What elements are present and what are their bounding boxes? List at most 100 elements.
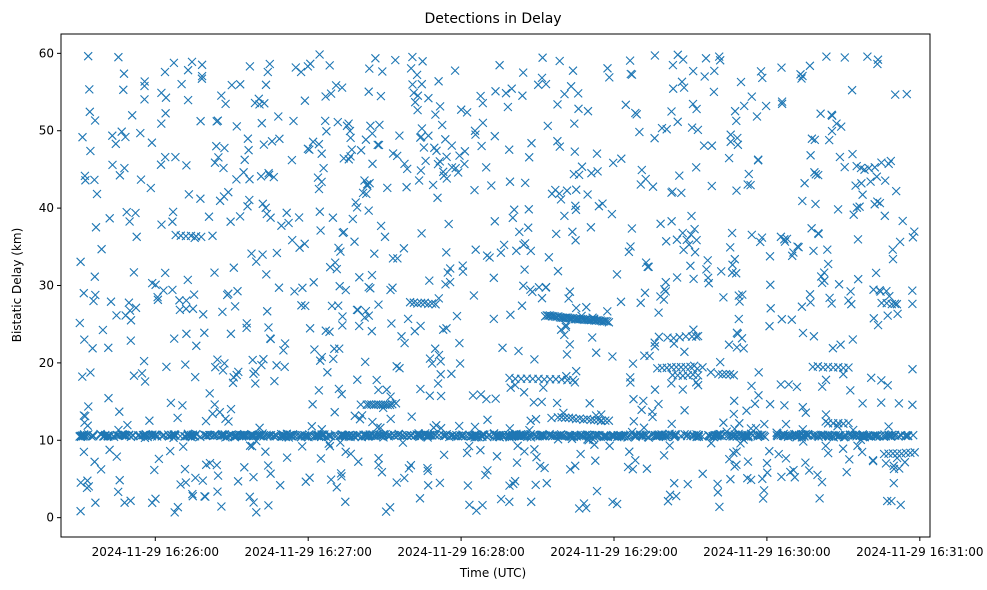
detection-point: [450, 66, 460, 75]
detection-point: [117, 127, 127, 137]
detection-point: [551, 229, 561, 239]
detection-point: [568, 66, 578, 76]
detection-point: [829, 432, 839, 442]
detection-point: [183, 95, 193, 105]
detection-point: [849, 210, 859, 220]
detection-point: [250, 431, 260, 441]
y-tick-label: 30: [39, 279, 54, 293]
detection-point: [136, 431, 145, 441]
detection-point: [388, 283, 397, 293]
detection-point: [713, 479, 722, 489]
detection-point: [821, 441, 831, 451]
detection-point: [181, 478, 191, 487]
detection-point: [319, 163, 328, 173]
detection-point: [812, 431, 822, 440]
detection-point: [652, 431, 662, 441]
detection-point: [562, 186, 572, 196]
detection-point: [761, 101, 771, 111]
detection-point: [666, 379, 676, 388]
detection-point: [725, 243, 735, 252]
detection-point: [888, 254, 898, 264]
detection-point: [134, 430, 143, 440]
detection-point: [345, 126, 355, 136]
detection-point: [555, 56, 565, 66]
detection-point: [263, 431, 272, 441]
detection-point: [266, 213, 275, 223]
detection-point: [198, 309, 208, 319]
detection-point: [316, 226, 325, 235]
detection-point: [129, 268, 139, 277]
detection-point: [570, 201, 580, 211]
detection-point: [661, 277, 671, 287]
detection-point: [631, 430, 641, 440]
detection-point: [274, 283, 284, 293]
detection-point: [777, 63, 786, 72]
detection-point: [418, 56, 427, 66]
detection-point: [243, 201, 252, 211]
detection-point: [716, 267, 726, 276]
detection-point: [408, 80, 417, 89]
detection-point: [594, 201, 604, 211]
detection-point: [415, 493, 425, 503]
detection-point: [524, 152, 534, 162]
detection-point: [146, 183, 156, 193]
detection-point: [805, 289, 815, 299]
detection-point: [151, 280, 160, 290]
detection-point: [686, 362, 695, 372]
detection-point: [506, 310, 515, 320]
detection-point: [728, 260, 737, 270]
detection-point: [478, 118, 488, 128]
detection-point: [287, 235, 297, 245]
detection-point: [105, 445, 114, 455]
detection-point: [121, 132, 130, 142]
detection-point: [724, 153, 734, 163]
detection-point: [715, 502, 724, 512]
detection-point: [736, 77, 746, 87]
detection-point: [259, 354, 268, 364]
detection-point: [425, 354, 435, 363]
detection-point: [668, 60, 678, 70]
detection-point: [583, 106, 593, 116]
detection-point: [592, 149, 602, 158]
detection-point: [603, 432, 613, 442]
detection-point: [90, 457, 99, 467]
detection-point: [332, 264, 342, 274]
detection-point: [787, 431, 797, 440]
detection-point: [191, 341, 201, 351]
detection-point: [690, 224, 699, 234]
detection-point: [213, 487, 222, 496]
detection-point: [669, 478, 679, 488]
detection-point: [365, 283, 375, 293]
detection-point: [495, 432, 505, 442]
detection-point: [568, 227, 577, 237]
detection-point: [561, 320, 571, 330]
detection-point: [421, 156, 430, 166]
detection-point: [245, 441, 255, 451]
detection-point: [892, 449, 902, 458]
detection-point: [726, 137, 736, 147]
detection-point: [435, 157, 445, 166]
detection-point: [325, 262, 335, 272]
detection-point: [235, 79, 245, 89]
detection-point: [621, 100, 631, 110]
detection-point: [869, 313, 879, 323]
detection-point: [77, 372, 87, 381]
detection-point: [571, 366, 581, 376]
detection-point: [715, 357, 725, 367]
detection-point: [560, 413, 570, 423]
detection-point: [213, 355, 222, 364]
detection-point: [249, 472, 258, 482]
detection-point: [667, 216, 676, 226]
detection-point: [149, 465, 159, 475]
detection-point: [587, 333, 597, 342]
detection-point: [119, 430, 129, 440]
detection-point: [590, 440, 599, 450]
detection-point: [243, 134, 253, 144]
detection-point: [857, 178, 866, 188]
detection-point: [85, 107, 95, 117]
detection-point: [680, 429, 689, 439]
detection-point: [560, 89, 569, 99]
detection-point: [386, 414, 396, 424]
detection-point: [529, 398, 539, 407]
detection-point: [692, 104, 701, 114]
